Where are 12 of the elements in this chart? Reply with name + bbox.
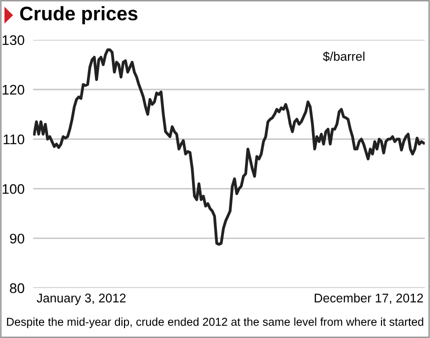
y-tick-label: 90: [10, 234, 24, 244]
annotation: $/barrel: [322, 51, 364, 62]
text: Despite the mid-year dip, crude ended 2012 at the same level from where it started: [7, 317, 424, 328]
text: December 17, 2012: [314, 293, 423, 304]
text: January 3, 2012: [36, 294, 126, 305]
chart-title: Crude prices: [20, 6, 138, 24]
y-tick-label: 100: [2, 184, 24, 194]
y-tick-label: 120: [2, 84, 24, 95]
y-tick-label: 80: [10, 283, 24, 294]
line-series: [33, 48, 425, 246]
y-tick-label: 130: [2, 35, 24, 46]
y-tick-label: 110: [4, 134, 24, 144]
